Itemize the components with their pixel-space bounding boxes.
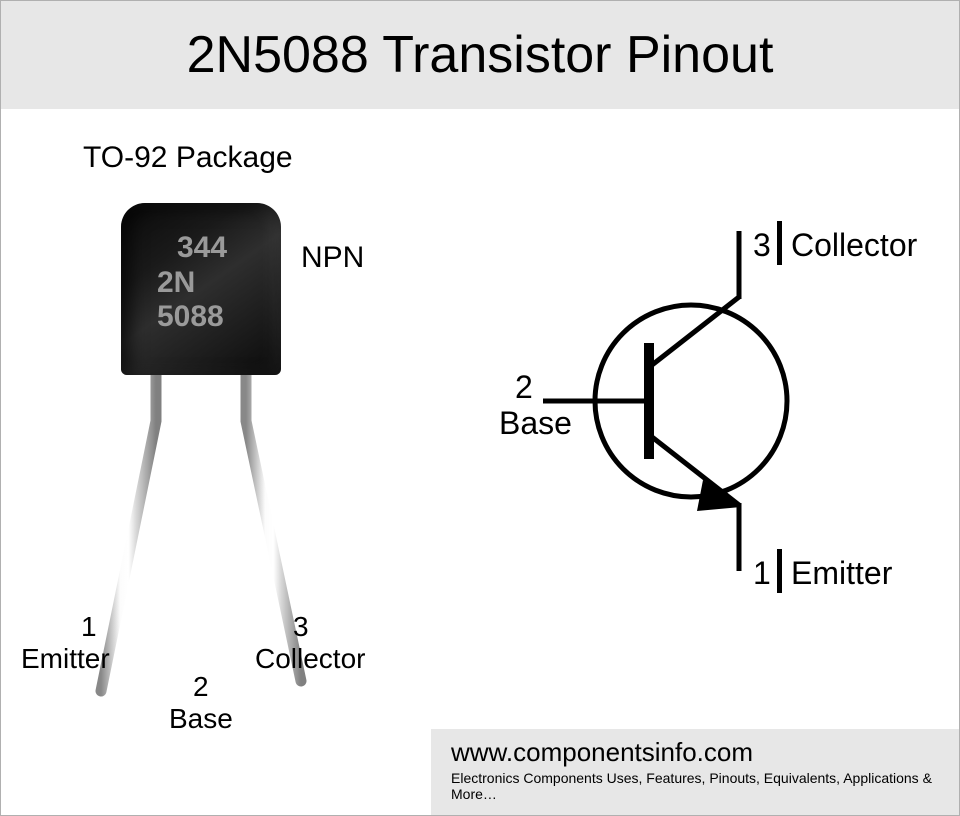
schematic-div-3 [777,221,782,265]
marking-line3: 5088 [157,300,227,335]
npn-type-label: NPN [301,241,364,275]
package-label: TO-92 Package [83,141,293,175]
schematic-pin3-num: 3 [753,227,771,264]
title-bar: 2N5088 Transistor Pinout [1,1,959,109]
pin2-num: 2 [193,671,209,703]
page-title: 2N5088 Transistor Pinout [187,25,774,85]
marking-line2: 2N [157,266,227,301]
schematic-div-1 [777,549,782,593]
pin1-num: 1 [81,611,97,643]
footer-box: www.componentsinfo.com Electronics Compo… [431,729,959,815]
footer-url: www.componentsinfo.com [451,737,939,768]
footer-description: Electronics Components Uses, Features, P… [451,770,939,802]
marking-line1: 344 [177,231,227,266]
pin1-name: Emitter [21,643,110,675]
schematic-pin2-num: 2 [515,369,533,406]
schematic-pin3-name: Collector [791,227,917,264]
pin2-name: Base [169,703,233,735]
pin3-num: 3 [293,611,309,643]
transistor-marking: 344 2N 5088 [157,231,227,335]
pin3-name: Collector [255,643,365,675]
schematic-pin1-name: Emitter [791,555,892,592]
schematic-symbol [531,231,831,571]
schematic-pin1-num: 1 [753,555,771,592]
schematic-pin2-name: Base [499,405,572,442]
